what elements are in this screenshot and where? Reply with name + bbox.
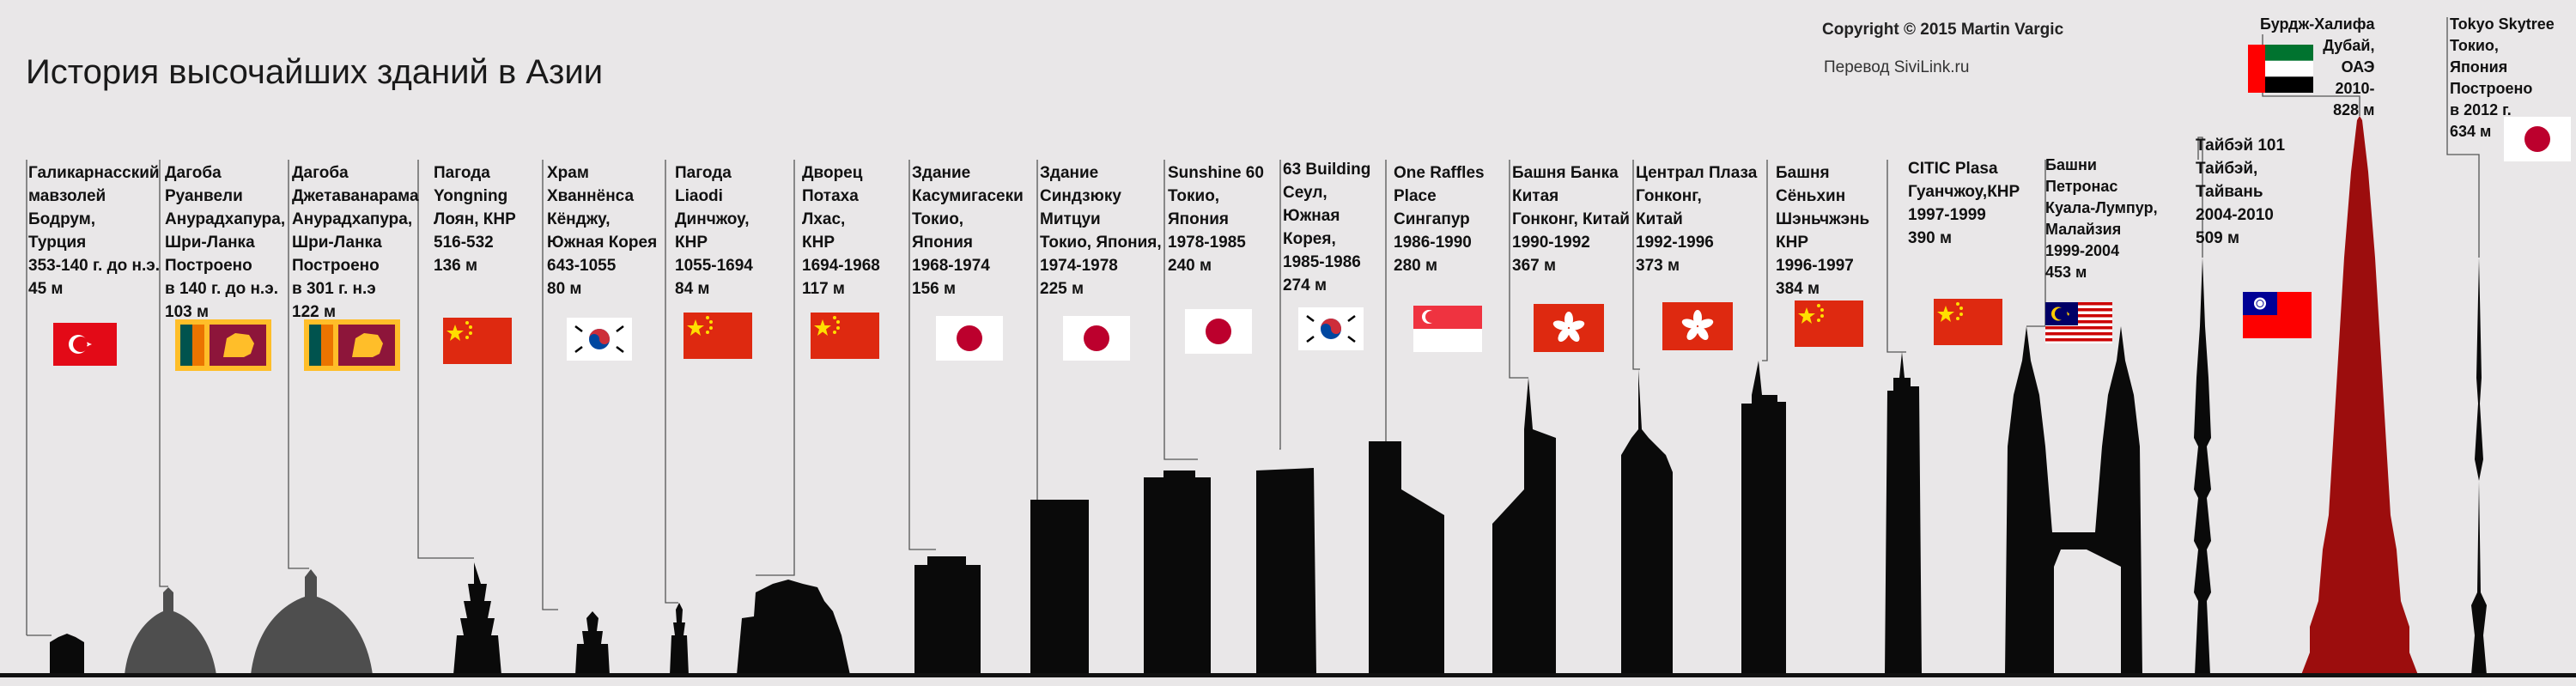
callout-lines — [26, 17, 2480, 636]
burjkhalifa-silhouette — [2301, 116, 2418, 675]
singapore-flag-icon — [1413, 306, 1482, 352]
liaodi-silhouette — [670, 603, 689, 675]
japan-flag-icon-2 — [1063, 316, 1130, 361]
taiwan-flag-icon — [2243, 292, 2312, 338]
label-shunhing: Башня Сёньхин Шэньчжэнь КНР 1996-1997 384 м — [1776, 164, 1870, 298]
hongkong-flag-icon — [1534, 304, 1604, 352]
ruwanweli-silhouette — [125, 587, 216, 675]
japan-flag-icon — [936, 316, 1003, 361]
skytree-silhouette — [2471, 258, 2487, 675]
hwangnyongsa-silhouette — [575, 611, 610, 675]
label-shinjuku-mitsui: Здание Синдзюку Митцуи Токио, Япония, 1974-1… — [1040, 164, 1162, 298]
label-oneraffles: One Raffles Place Сингапур 1986-1990 280 м — [1394, 164, 1485, 275]
mausoleum-silhouette — [50, 634, 84, 675]
korea-flag-icon — [567, 318, 632, 361]
label-potala: Дворец Потаха Лхас, КНР 1694-1968 117 м — [802, 164, 880, 298]
63building-silhouette — [1256, 468, 1316, 675]
china-flag-icon-4 — [1795, 301, 1863, 347]
page-title: История высочайших зданий в Азии — [26, 53, 604, 91]
ground-line — [0, 673, 2576, 677]
silhouettes — [50, 258, 2487, 675]
label-taipei101: Тайбэй 101 Тайбэй, Тайвань 2004-2010 509 м — [2196, 137, 2286, 247]
shunhing-silhouette — [1741, 361, 1786, 675]
potala-silhouette — [737, 580, 850, 675]
label-mausoleum: Галикарнасский мавзолей Бодрум, Турция 353-1… — [28, 164, 161, 298]
label-burjkhalifa: Бурдж-Халифа Дубай, ОАЭ 2010- 828 м — [2260, 15, 2375, 118]
jetavanarama-silhouette — [251, 569, 373, 675]
label-liaodi: Пагода Liaodi Динчжоу, КНР 1055-1694 84 м — [675, 164, 753, 298]
citicplaza-silhouette — [1885, 352, 1922, 675]
label-bankofchina: Башня Банка Китая Гонконг, Китай 1990-1992 3… — [1512, 164, 1630, 275]
malaysia-flag-icon — [2045, 302, 2112, 343]
label-skytree: Tokyo Skytree Токио, Япония Построено в 2012… — [2450, 15, 2555, 140]
oneraffles-silhouette — [1369, 441, 1444, 675]
china-flag-icon-2 — [683, 313, 752, 359]
copyright-notice: Copyright © 2015 Martin Vargic — [1822, 21, 2064, 39]
turkey-flag-icon — [53, 323, 117, 366]
label-sunshine60: Sunshine 60 Токио, Япония 1978-1985 240 м — [1168, 164, 1264, 275]
uae-flag-icon — [2248, 45, 2313, 93]
srilanka-flag-icon — [175, 319, 271, 371]
label-kasumigaseki: Здание Касумигасеки Токио, Япония 1968-1974 1… — [912, 164, 1024, 298]
label-63building: 63 Building Сеул, Южная Корея, 1985-1986 274 … — [1283, 161, 1371, 294]
shinjuku-mitsui-silhouette — [1030, 500, 1089, 675]
japan-flag-icon-4 — [2504, 117, 2571, 161]
china-flag-icon — [443, 318, 512, 364]
hongkong-flag-icon-2 — [1662, 302, 1733, 350]
label-petronas: Башни Петронас Куала-Лумпур, Малайзия 1999-2… — [2045, 156, 2158, 281]
bankofchina-silhouette — [1492, 378, 1556, 675]
label-hwangnyongsa: Храм Хваннёнса Кёнджу, Южная Корея 643-1055 8… — [547, 164, 658, 298]
korea-flag-icon-2 — [1298, 307, 1364, 350]
label-jetavanarama: Дагоба Джетаванарама Анурадхапура, Шри-Ланк… — [292, 164, 419, 321]
japan-flag-icon-3 — [1185, 309, 1252, 354]
sunshine60-silhouette — [1144, 470, 1211, 675]
china-flag-icon-3 — [811, 313, 879, 359]
centralplaza-silhouette — [1621, 369, 1673, 675]
translation-credit[interactable]: Перевод SiviLink.ru — [1824, 58, 1970, 76]
taipei101-silhouette — [2194, 258, 2211, 675]
srilanka-flag-icon-2 — [304, 319, 400, 371]
label-yongning: Пагода Yongning Лоян, КНР 516-532 136 м — [434, 164, 516, 275]
label-centralplaza: Централ Плаза Гонконг, Китай 1992-1996 373 м — [1636, 164, 1758, 275]
yongning-silhouette — [453, 562, 501, 675]
china-flag-icon-5 — [1934, 299, 2002, 345]
label-citicplaza: CITIC Plasa Гуанчжоу,КНР 1997-1999 390 м — [1908, 160, 2020, 247]
kasumigaseki-silhouette — [914, 556, 981, 675]
label-ruwanweli: Дагоба Руанвели Анурадхапура, Шри-Ланка Пост… — [165, 164, 286, 321]
petronas-silhouette — [2005, 326, 2142, 675]
